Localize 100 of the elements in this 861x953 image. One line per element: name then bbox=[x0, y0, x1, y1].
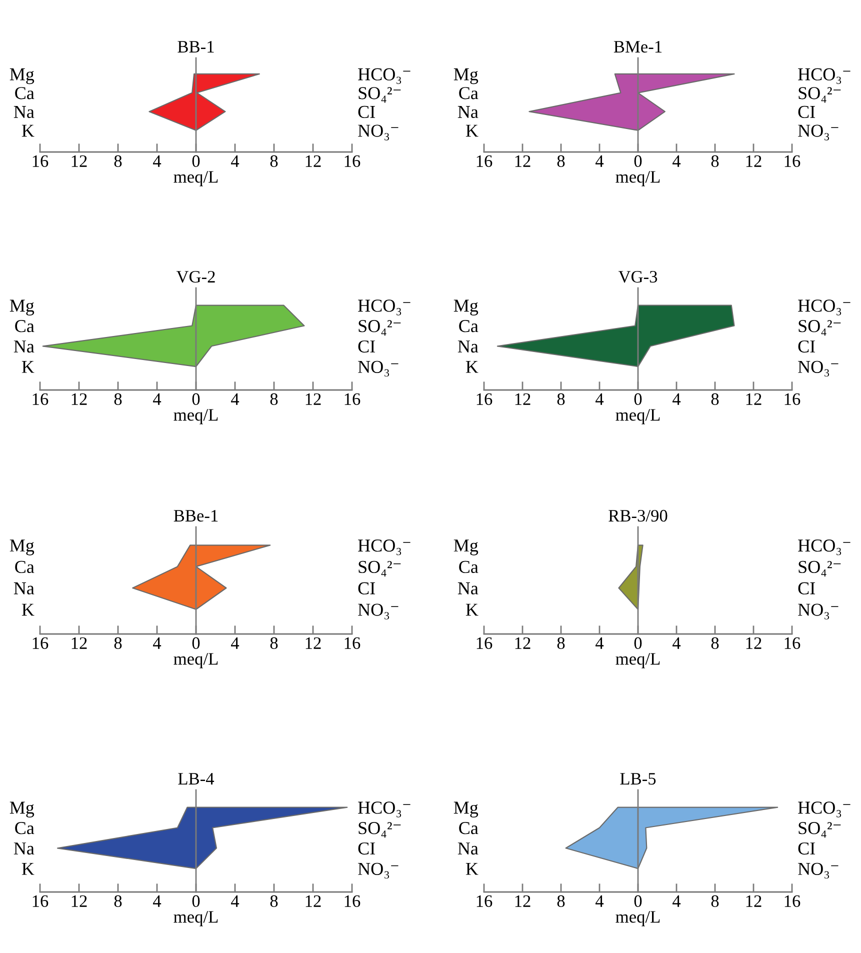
y-tick-label: Ca bbox=[15, 822, 34, 834]
x-tick-label: 12 bbox=[515, 155, 530, 167]
x-axis-title: meq/L bbox=[174, 911, 218, 926]
x-tick-label: 4 bbox=[231, 393, 240, 405]
x-tick-label: 0 bbox=[634, 637, 642, 649]
x-tick-label: 4 bbox=[231, 637, 240, 649]
x-tick-label: 8 bbox=[711, 637, 719, 649]
y2-tick-label: NO₃⁻ bbox=[358, 604, 398, 620]
x-tick-label: 12 bbox=[72, 895, 87, 907]
x-tick-label: 0 bbox=[634, 895, 642, 907]
y-tick-label: K bbox=[466, 360, 478, 373]
x-tick-label: 16 bbox=[784, 393, 800, 405]
x-axis-title: meq/L bbox=[616, 409, 660, 424]
y2-tick-label: NO₃⁻ bbox=[798, 862, 838, 879]
y-tick-label: Na bbox=[14, 842, 34, 855]
x-tick-label: 8 bbox=[711, 895, 719, 907]
y2-tick-label: HCO₃⁻ bbox=[798, 802, 850, 818]
x-tick-label: 8 bbox=[114, 155, 122, 167]
x-tick-label: 0 bbox=[634, 393, 642, 405]
x-tick-label: 4 bbox=[153, 895, 162, 907]
x-tick-label: 12 bbox=[72, 155, 87, 167]
y-tick-label: Na bbox=[458, 340, 478, 353]
x-tick-label: 0 bbox=[192, 155, 200, 167]
x-tick-label: 0 bbox=[192, 393, 200, 405]
x-tick-label: 12 bbox=[746, 895, 762, 907]
y-tick-label: Na bbox=[458, 842, 478, 855]
x-tick-label: 4 bbox=[672, 895, 681, 907]
x-tick-label: 16 bbox=[344, 393, 360, 405]
x-tick-label: 16 bbox=[476, 155, 492, 167]
y-tick-label: Mg bbox=[454, 540, 478, 556]
x-axis-title: meq/L bbox=[616, 911, 660, 926]
chart-title: LB-5 bbox=[620, 773, 656, 785]
y-tick-label: Mg bbox=[454, 802, 478, 818]
x-tick-label: 8 bbox=[114, 895, 122, 907]
y2-tick-label: CI bbox=[798, 340, 815, 353]
x-tick-label: 0 bbox=[634, 155, 642, 167]
y-tick-label: Ca bbox=[459, 320, 478, 332]
x-tick-label: 4 bbox=[596, 155, 604, 167]
x-tick-label: 16 bbox=[32, 393, 48, 405]
y2-tick-label: CI bbox=[358, 340, 375, 353]
x-tick-label: 8 bbox=[711, 393, 719, 405]
y2-tick-label: HCO₃⁻ bbox=[798, 540, 850, 556]
y2-tick-label: SO₄²⁻ bbox=[358, 87, 401, 103]
x-tick-label: 4 bbox=[231, 155, 240, 167]
x-tick-label: 8 bbox=[114, 637, 122, 649]
x-tick-label: 16 bbox=[476, 393, 492, 405]
y2-tick-label: CI bbox=[798, 842, 815, 855]
x-tick-label: 8 bbox=[557, 637, 565, 649]
x-axis-title: meq/L bbox=[174, 409, 218, 424]
y-tick-label: Ca bbox=[15, 87, 34, 100]
chart-title: BMe-1 bbox=[614, 40, 662, 53]
x-tick-label: 16 bbox=[476, 637, 492, 649]
x-tick-label: 12 bbox=[306, 895, 321, 907]
y-tick-label: Na bbox=[14, 106, 34, 118]
y2-tick-label: NO₃⁻ bbox=[358, 360, 398, 377]
y-tick-label: Na bbox=[458, 106, 478, 118]
x-tick-label: 4 bbox=[153, 155, 162, 167]
x-axis-title: meq/L bbox=[616, 653, 660, 668]
x-tick-label: 12 bbox=[306, 637, 321, 649]
y2-tick-label: SO₄²⁻ bbox=[358, 822, 401, 838]
x-tick-label: 16 bbox=[32, 155, 48, 167]
y-tick-label: K bbox=[22, 360, 34, 373]
x-tick-label: 12 bbox=[746, 155, 762, 167]
y2-tick-label: HCO₃⁻ bbox=[358, 540, 410, 556]
x-tick-label: 16 bbox=[344, 895, 360, 907]
y2-tick-label: HCO₃⁻ bbox=[798, 300, 850, 316]
y-tick-label: K bbox=[466, 604, 478, 616]
x-tick-label: 8 bbox=[557, 155, 565, 167]
x-tick-label: 12 bbox=[515, 393, 530, 405]
x-tick-label: 4 bbox=[672, 393, 681, 405]
y2-tick-label: SO₄²⁻ bbox=[358, 560, 401, 577]
x-tick-label: 16 bbox=[784, 155, 800, 167]
y-tick-label: Ca bbox=[459, 560, 478, 574]
y2-tick-label: SO₄²⁻ bbox=[798, 320, 841, 336]
x-tick-label: 16 bbox=[476, 895, 492, 907]
y-tick-label: Mg bbox=[10, 540, 34, 556]
y2-tick-label: NO₃⁻ bbox=[798, 604, 838, 620]
x-axis-title: meq/L bbox=[174, 171, 218, 186]
x-axis-title: meq/L bbox=[616, 171, 660, 186]
x-tick-label: 8 bbox=[711, 155, 719, 167]
x-tick-label: 4 bbox=[596, 637, 604, 649]
y-tick-label: Mg bbox=[454, 68, 478, 84]
y-tick-label: K bbox=[466, 862, 478, 875]
x-tick-label: 4 bbox=[153, 393, 162, 405]
chart-title: BB-1 bbox=[178, 40, 214, 52]
x-tick-label: 4 bbox=[231, 895, 240, 907]
y-tick-label: K bbox=[466, 124, 478, 137]
x-tick-label: 16 bbox=[344, 637, 360, 649]
chart-title: BBe-1 bbox=[174, 510, 218, 522]
y-tick-label: Na bbox=[458, 582, 478, 594]
y-tick-label: Ca bbox=[459, 822, 478, 834]
x-tick-label: 8 bbox=[270, 155, 278, 167]
y2-tick-label: SO₄²⁻ bbox=[798, 87, 841, 103]
y2-tick-label: HCO₃⁻ bbox=[798, 68, 850, 84]
chart-title: VG-3 bbox=[618, 270, 658, 283]
x-axis-title: meq/L bbox=[174, 653, 218, 668]
y2-tick-label: NO₃⁻ bbox=[358, 862, 398, 879]
chart-title: VG-2 bbox=[176, 270, 215, 283]
x-tick-label: 0 bbox=[192, 895, 200, 907]
y-tick-label: K bbox=[22, 604, 34, 616]
